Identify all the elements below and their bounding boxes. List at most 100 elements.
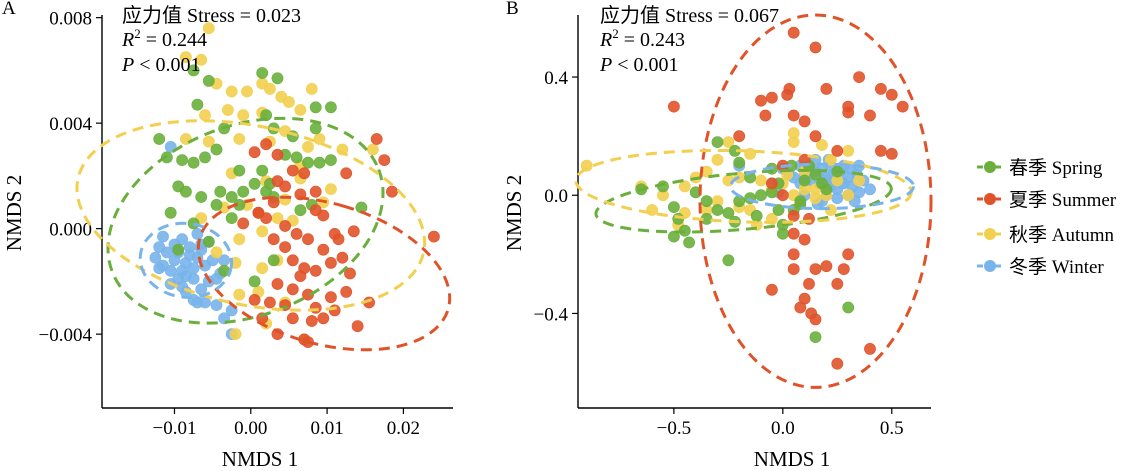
panel-b-point-spring bbox=[711, 204, 724, 216]
panel-b-y-tick-label: −0.4 bbox=[534, 304, 569, 325]
panel-a-point-summer bbox=[340, 167, 353, 180]
panel-a-point-summer bbox=[286, 254, 299, 267]
panel-a-point-summer bbox=[286, 283, 299, 296]
panel-b-points bbox=[580, 26, 909, 370]
panel-a-point-autumn bbox=[195, 53, 208, 66]
panel-b-point-spring bbox=[722, 207, 735, 219]
panel-b-x-tick-label: 0.5 bbox=[880, 418, 904, 439]
panel-a-point-summer bbox=[309, 185, 322, 198]
panel-a-point-autumn bbox=[202, 135, 215, 148]
panel-a-point-spring bbox=[313, 156, 326, 169]
panel-b-point-autumn bbox=[853, 174, 865, 187]
panel-a-point-summer bbox=[271, 278, 284, 290]
panel-b-point-autumn bbox=[842, 189, 855, 202]
panel-a-point-autumn bbox=[256, 262, 269, 275]
panel-b-point-spring bbox=[750, 209, 763, 222]
panel-b-point-spring bbox=[809, 331, 822, 343]
panel-b-x-tick-label: −0.5 bbox=[657, 418, 691, 439]
panel-a-point-summer bbox=[328, 304, 341, 317]
panel-b-point-summer bbox=[787, 227, 800, 240]
panel-a-point-summer bbox=[294, 270, 307, 282]
panel-a-point-autumn bbox=[210, 246, 223, 259]
panel-a-point-spring bbox=[210, 198, 223, 211]
panel-b-point-summer bbox=[805, 307, 818, 320]
panel-b-point-spring bbox=[722, 254, 735, 267]
panel-a-point-spring bbox=[214, 185, 227, 198]
panel-a-point-summer bbox=[279, 220, 291, 232]
panel-b-point-autumn bbox=[755, 174, 767, 187]
panel-b: −0.5 0.0 0.5 −0.4 0.0 0.4 B 应力值 Stress = 0.06… bbox=[502, 0, 933, 471]
panel-a-point-winter bbox=[149, 251, 162, 264]
panel-b-point-summer bbox=[787, 109, 800, 122]
panel-a-point-autumn bbox=[366, 143, 379, 156]
panel-a-points bbox=[149, 22, 440, 348]
panel-b-point-summer bbox=[842, 106, 855, 119]
panel-b-point-summer bbox=[853, 71, 865, 83]
panel-b-point-summer bbox=[809, 130, 822, 143]
panel-b-point-summer bbox=[885, 88, 898, 101]
panel-b-letter: B bbox=[506, 0, 519, 19]
panel-a-point-summer bbox=[248, 146, 261, 159]
legend-swatch-dot bbox=[984, 260, 996, 272]
legend-swatch-dot bbox=[984, 161, 996, 173]
panel-a-stress: 应力值 Stress = 0.023 bbox=[122, 4, 301, 27]
panel-b-point-spring bbox=[776, 227, 789, 240]
panel-a-y-tick-label: 0.000 bbox=[49, 220, 92, 241]
panel-b-point-summer bbox=[831, 144, 844, 157]
panel-a-ellipse-autumn bbox=[75, 119, 427, 312]
panel-a-point-summer bbox=[260, 138, 272, 151]
panel-a-letter: A bbox=[2, 0, 16, 19]
panel-a-point-spring bbox=[210, 143, 223, 156]
panel-a-point-summer bbox=[302, 288, 314, 301]
panel-a-point-summer bbox=[378, 154, 391, 166]
panel-b-point-autumn bbox=[711, 153, 724, 166]
panel-a-point-summer bbox=[286, 164, 299, 177]
panel-a-point-spring bbox=[271, 72, 284, 85]
legend-item-autumn: 秋季 Autumn bbox=[977, 224, 1115, 246]
panel-a-point-spring bbox=[302, 156, 314, 169]
panel-b-point-summer bbox=[820, 260, 833, 273]
legend-item-winter: 冬季 Winter bbox=[977, 256, 1104, 278]
panel-a-point-spring bbox=[294, 204, 307, 217]
panel-b-r2-value: = 0.243 bbox=[619, 29, 685, 51]
panel-a-point-spring bbox=[202, 235, 215, 248]
panel-a-pvalue: P < 0.001 bbox=[121, 54, 201, 76]
panel-b-point-spring bbox=[798, 174, 811, 187]
panel-a-point-spring bbox=[248, 177, 261, 190]
panel-a-point-winter bbox=[179, 270, 192, 282]
panel-a-point-autumn bbox=[225, 85, 238, 98]
panel-a-y-tick-label: 0.008 bbox=[49, 9, 92, 30]
panel-a-point-summer bbox=[267, 196, 280, 209]
panel-a-point-spring bbox=[176, 154, 188, 166]
panel-a-point-summer bbox=[332, 233, 345, 246]
panel-b-y-tick-label: 0.0 bbox=[544, 186, 568, 207]
panel-a-point-spring bbox=[290, 151, 303, 164]
panel-a-point-autumn bbox=[263, 83, 276, 95]
panel-a-point-spring bbox=[256, 164, 269, 177]
panel-a-point-spring bbox=[233, 164, 246, 177]
panel-a-point-autumn bbox=[256, 225, 269, 238]
panel-a-point-summer bbox=[286, 312, 299, 325]
panel-b-pvalue: P < 0.001 bbox=[599, 54, 679, 76]
panel-b-point-spring bbox=[842, 301, 855, 314]
panel-b-point-summer bbox=[776, 189, 789, 202]
panel-b-point-autumn bbox=[678, 180, 691, 193]
panel-b-point-summer bbox=[837, 263, 850, 275]
panel-b-p-value: < 0.001 bbox=[612, 54, 678, 76]
panel-a-point-summer bbox=[370, 133, 383, 145]
panel-a-y-tick-label: 0.004 bbox=[49, 114, 92, 135]
panel-a-point-spring bbox=[256, 67, 269, 79]
panel-a-point-summer bbox=[302, 233, 314, 246]
panel-a-point-summer bbox=[386, 185, 398, 198]
panel-b-point-spring bbox=[794, 195, 807, 208]
panel-a-point-spring bbox=[225, 212, 238, 224]
panel-a-point-summer bbox=[267, 233, 280, 246]
panel-a-point-autumn bbox=[179, 51, 192, 64]
panel-a-point-summer bbox=[336, 251, 349, 264]
panel-b-point-summer bbox=[755, 94, 767, 107]
panel-a-point-summer bbox=[290, 227, 303, 240]
legend-label: 夏季 Summer bbox=[1009, 189, 1117, 211]
panel-a: −0.01 0.00 0.01 0.02 −0.004 0.000 0.004 0.008 A… bbox=[2, 0, 453, 471]
panel-a-point-summer bbox=[351, 320, 364, 333]
